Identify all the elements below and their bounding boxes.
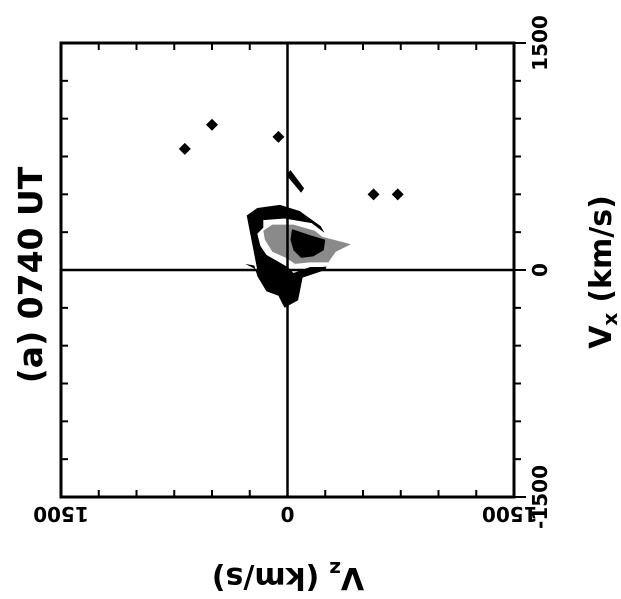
- y-axis-title-base: V: [584, 325, 619, 349]
- data-point: [367, 188, 380, 201]
- contour-core: [290, 229, 326, 258]
- data-point: [178, 142, 191, 155]
- labels-layer: (a) 0740 UT Vx (km/s) Vz (km/s) 1500 0 -1500…: [11, 15, 621, 595]
- x-axis-title-sub: z: [329, 557, 341, 581]
- x-tick-label: 1500: [33, 502, 89, 526]
- contour-beam: [286, 170, 305, 193]
- contour-layer: [245, 170, 353, 308]
- y-axis-title-unit: (km/s): [584, 195, 619, 302]
- data-point: [391, 188, 404, 201]
- y-tick-label: -1500: [528, 465, 552, 529]
- x-axis-title-base: V: [340, 560, 364, 595]
- x-tick-label: 0: [281, 502, 295, 526]
- panel-label: (a) 0740 UT: [11, 166, 50, 383]
- data-point: [272, 130, 285, 143]
- y-axis-title: Vx (km/s): [584, 195, 621, 349]
- axes-layer: [59, 41, 526, 499]
- y-tick-label: 0: [528, 263, 552, 277]
- data-point: [206, 118, 218, 131]
- points-layer: [178, 118, 404, 201]
- x-tick-label: -1500: [482, 502, 546, 526]
- y-tick-label: 1500: [528, 15, 552, 71]
- x-axis-title-unit: (km/s): [212, 560, 319, 595]
- y-axis-title-sub: x: [598, 313, 621, 326]
- x-axis-title: Vz (km/s): [212, 557, 364, 595]
